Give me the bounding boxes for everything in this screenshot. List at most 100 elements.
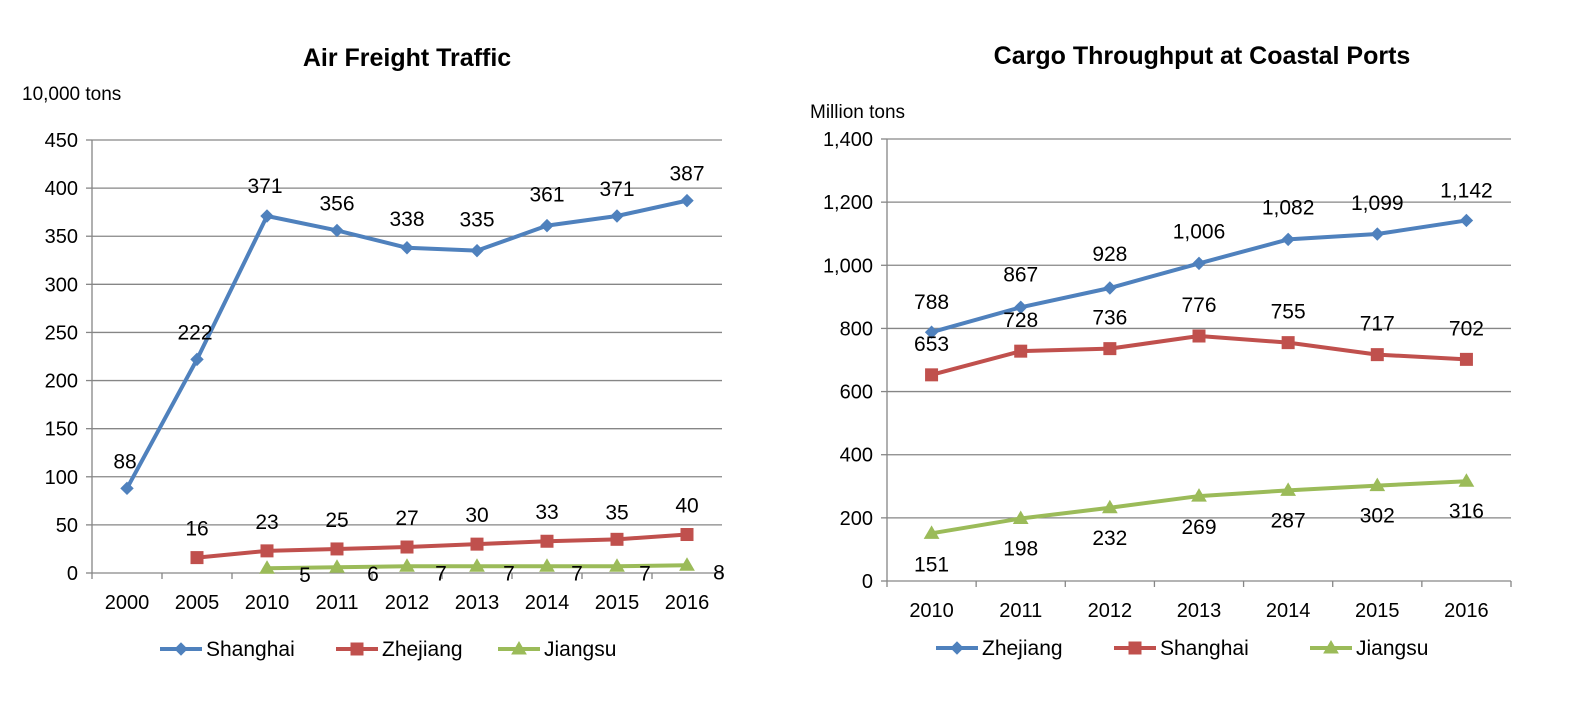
data-label-shanghai: 717	[1360, 313, 1395, 336]
data-label-shanghai: 371	[247, 175, 282, 198]
data-label-jiangsu: 287	[1271, 509, 1306, 532]
legend-item-zhejiang: Zhejiang	[936, 637, 1063, 660]
data-label-zhejiang: 867	[1003, 263, 1038, 286]
data-point-jiangsu	[679, 557, 695, 571]
x-tick-label: 2016	[1444, 600, 1489, 622]
data-label-zhejiang: 33	[535, 501, 558, 524]
data-point-shanghai	[610, 209, 624, 223]
data-label-jiangsu: 8	[713, 561, 725, 584]
data-point-zhejiang	[924, 325, 939, 339]
data-label-jiangsu: 316	[1449, 500, 1484, 523]
data-label-shanghai: 335	[459, 209, 494, 232]
y-tick-label: 450	[45, 130, 78, 152]
y-tick-label: 200	[45, 371, 78, 393]
data-point-zhejiang	[190, 551, 204, 565]
x-tick-label: 2010	[909, 600, 954, 622]
data-point-jiangsu	[1191, 488, 1207, 502]
y-tick-label: 100	[45, 467, 78, 489]
data-point-shanghai	[1103, 342, 1117, 356]
data-label-jiangsu: 269	[1181, 516, 1216, 539]
legend-item-shanghai: Shanghai	[1114, 637, 1249, 660]
data-point-zhejiang	[470, 537, 484, 551]
data-point-jiangsu	[1012, 510, 1029, 524]
data-label-zhejiang: 27	[395, 507, 418, 530]
y-axis-unit-label: Million tons	[810, 102, 905, 123]
data-point-shanghai	[680, 193, 694, 208]
chart-title: Air Freight Traffic	[303, 44, 511, 72]
data-point-jiangsu	[1369, 477, 1386, 492]
x-tick-label: 2011	[999, 600, 1042, 622]
data-point-jiangsu	[329, 559, 345, 573]
x-tick-label: 2016	[665, 592, 710, 614]
data-point-zhejiang	[610, 532, 624, 546]
y-axis-unit-label: 10,000 tons	[22, 84, 121, 105]
series-shanghai: 653 728 736 776 755 717 702	[914, 294, 1484, 382]
x-tick-label: 2015	[595, 592, 640, 614]
series-shanghai: 88 222 371 356 338 335 361 371 387	[113, 163, 705, 496]
data-label-zhejiang: 1,142	[1440, 179, 1493, 202]
series-zhejiang: 788 867 928 1,006 1,082 1,099 1,142	[914, 179, 1493, 339]
data-label-shanghai: 653	[914, 333, 949, 356]
y-tick-label: 1,400	[823, 129, 873, 151]
data-point-zhejiang	[330, 542, 344, 556]
data-label-shanghai: 338	[389, 208, 424, 231]
y-tick-label: 200	[840, 508, 873, 530]
data-point-zhejiang	[400, 540, 414, 554]
air-freight-chart: Air Freight Traffic 10,000 tons 0 50 100 150 2…	[22, 44, 725, 661]
data-label-shanghai: 736	[1092, 307, 1127, 330]
data-label-zhejiang: 30	[465, 504, 488, 527]
y-tick-label: 1,000	[823, 255, 873, 277]
data-point-shanghai	[470, 243, 484, 258]
y-tick-label: 1,200	[823, 192, 873, 214]
data-point-shanghai	[1014, 344, 1028, 358]
data-label-zhejiang: 788	[914, 291, 949, 314]
data-point-jiangsu	[1280, 482, 1297, 496]
data-point-shanghai	[330, 223, 344, 238]
data-point-jiangsu	[1101, 499, 1118, 514]
legend-item-jiangsu: Jiangsu	[498, 638, 616, 661]
data-point-shanghai	[1370, 348, 1384, 362]
legend-marker	[511, 641, 527, 655]
data-point-jiangsu	[469, 558, 485, 572]
data-label-zhejiang: 1,082	[1262, 196, 1315, 219]
y-tick-label: 250	[45, 322, 78, 344]
data-label-shanghai: 728	[1003, 309, 1038, 332]
legend-marker	[1128, 641, 1142, 655]
data-point-shanghai	[120, 481, 134, 496]
data-point-jiangsu	[399, 558, 415, 572]
x-tick-label: 2011	[315, 592, 358, 614]
data-label-jiangsu: 151	[914, 553, 949, 576]
data-point-shanghai	[1281, 336, 1295, 350]
y-tick-label: 50	[56, 515, 78, 537]
data-label-shanghai: 702	[1449, 317, 1484, 340]
data-point-shanghai	[540, 218, 554, 233]
data-point-shanghai	[925, 368, 939, 382]
data-label-zhejiang: 23	[255, 511, 278, 534]
data-label-jiangsu: 198	[1003, 537, 1038, 560]
y-tick-label: 0	[862, 571, 873, 593]
legend-label: Shanghai	[1160, 637, 1249, 660]
data-point-jiangsu	[609, 558, 625, 572]
y-tick-label: 400	[840, 445, 873, 467]
y-tick-label: 600	[840, 382, 873, 404]
data-label-jiangsu: 7	[639, 562, 651, 585]
y-tick-label: 150	[45, 419, 78, 441]
data-point-jiangsu	[1458, 473, 1475, 487]
legend-item-shanghai: Shanghai	[160, 638, 295, 661]
x-tick-label: 2005	[175, 592, 220, 614]
y-tick-label: 350	[45, 226, 78, 248]
legend-label: Jiangsu	[1356, 637, 1428, 660]
legend-marker	[350, 642, 364, 656]
data-label-zhejiang: 40	[675, 495, 698, 518]
data-point-shanghai	[190, 352, 204, 367]
data-point-shanghai	[1459, 352, 1473, 366]
data-point-zhejiang	[1281, 232, 1295, 247]
y-tick-label: 800	[840, 318, 873, 340]
data-label-shanghai: 387	[669, 163, 704, 186]
y-tick-label: 400	[45, 178, 78, 200]
legend-label: Jiangsu	[544, 638, 616, 661]
data-label-zhejiang: 928	[1092, 243, 1127, 266]
data-point-zhejiang	[540, 534, 554, 548]
data-label-jiangsu: 5	[299, 564, 311, 587]
legend-marker	[950, 641, 964, 655]
